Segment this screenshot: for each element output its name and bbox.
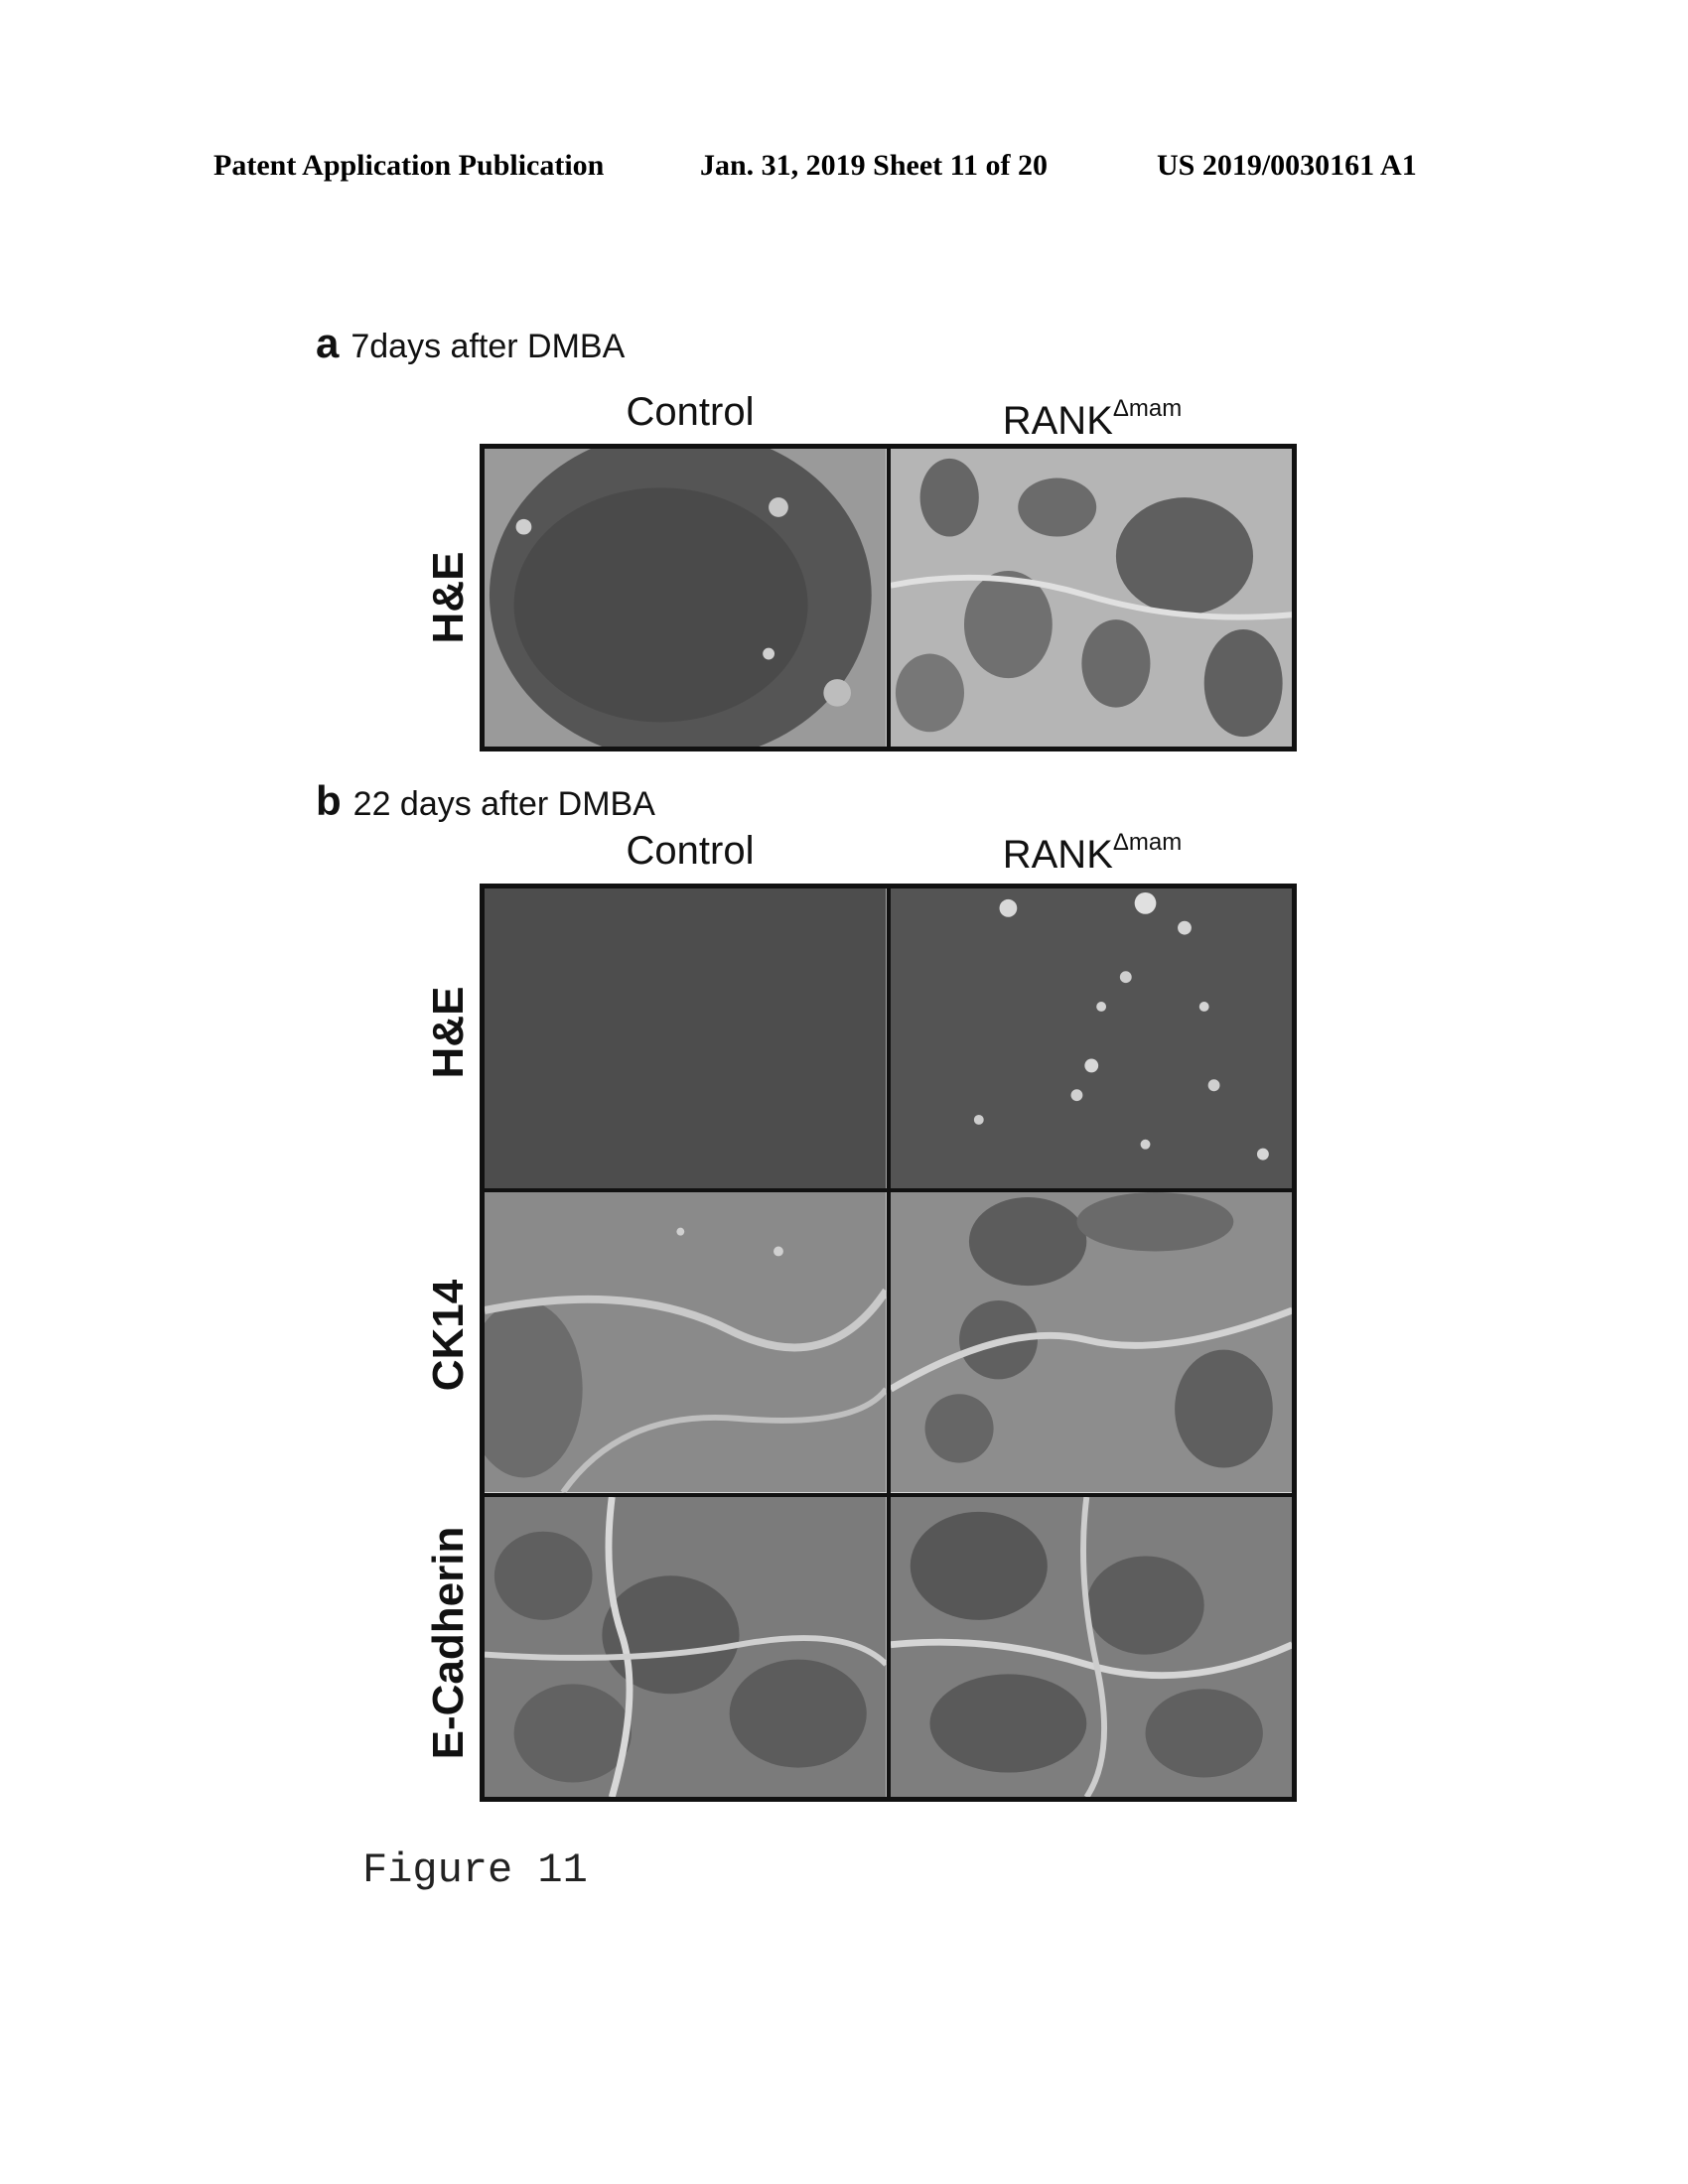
panel-a-he-rank-micrograph bbox=[889, 447, 1295, 749]
panel-a-title-text: 7days after DMBA bbox=[351, 328, 625, 365]
panel-b-ecadherin-rank-micrograph bbox=[889, 1495, 1295, 1799]
panel-b-col-control: Control bbox=[487, 829, 894, 874]
panel-a-row-he: H&E bbox=[424, 552, 474, 644]
panel-b-row-ck14: CK14 bbox=[424, 1280, 474, 1392]
panel-a-letter: a bbox=[316, 320, 339, 366]
panel-b-letter: b bbox=[316, 777, 342, 824]
panel-a-col-control: Control bbox=[487, 390, 894, 435]
panel-b-col-rank-superscript: Δmam bbox=[1113, 829, 1182, 856]
panel-b-title-text: 22 days after DMBA bbox=[353, 785, 655, 823]
panel-b-image-grid bbox=[480, 884, 1297, 1802]
panel-a-title: a 7days after DMBA bbox=[316, 320, 625, 367]
panel-b-ecadherin-control-micrograph bbox=[483, 1495, 889, 1799]
panel-b-he-control-micrograph bbox=[483, 887, 889, 1190]
panel-b-row-ecadherin: E-Cadherin bbox=[424, 1527, 474, 1760]
panel-b-he-rank-micrograph bbox=[889, 887, 1295, 1190]
panel-b-col-rank: RANKΔmam bbox=[889, 829, 1296, 878]
panel-b-ck14-rank-micrograph bbox=[889, 1190, 1295, 1494]
panel-b-row-he: H&E bbox=[424, 987, 474, 1079]
date-sheet-label: Jan. 31, 2019 Sheet 11 of 20 bbox=[700, 149, 1048, 183]
panel-a-col-rank-superscript: Δmam bbox=[1113, 395, 1182, 422]
panel-b-ck14-control-micrograph bbox=[483, 1190, 889, 1494]
panel-a-col-rank: RANKΔmam bbox=[889, 395, 1296, 444]
panel-b-title: b 22 days after DMBA bbox=[316, 777, 655, 825]
publication-label: Patent Application Publication bbox=[213, 149, 604, 183]
panel-a-image-grid bbox=[480, 444, 1297, 751]
page-header: Patent Application Publication Jan. 31, … bbox=[0, 149, 1688, 189]
figure-caption: Figure 11 bbox=[362, 1846, 588, 1894]
panel-a-he-control-micrograph bbox=[483, 447, 889, 749]
patent-number: US 2019/0030161 A1 bbox=[1157, 149, 1417, 183]
